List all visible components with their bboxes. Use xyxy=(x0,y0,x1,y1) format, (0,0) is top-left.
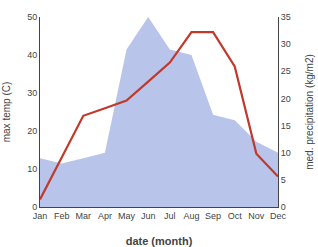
svg-text:30: 30 xyxy=(281,39,291,49)
svg-text:20: 20 xyxy=(27,126,37,136)
svg-text:Apr: Apr xyxy=(98,211,112,221)
svg-text:0: 0 xyxy=(281,202,286,212)
svg-text:Sep: Sep xyxy=(205,211,221,221)
svg-text:Aug: Aug xyxy=(183,211,199,221)
svg-text:max temp (C): max temp (C) xyxy=(1,82,12,143)
svg-text:25: 25 xyxy=(281,66,291,76)
svg-text:Jul: Jul xyxy=(164,211,176,221)
svg-text:May: May xyxy=(118,211,136,221)
svg-text:50: 50 xyxy=(27,12,37,22)
svg-text:0: 0 xyxy=(32,202,37,212)
svg-text:20: 20 xyxy=(281,94,291,104)
svg-text:40: 40 xyxy=(27,50,37,60)
svg-text:date (month): date (month) xyxy=(126,235,193,247)
svg-text:Dec: Dec xyxy=(270,211,287,221)
svg-text:Jun: Jun xyxy=(141,211,156,221)
svg-text:Nov: Nov xyxy=(248,211,265,221)
svg-text:35: 35 xyxy=(281,12,291,22)
svg-text:5: 5 xyxy=(281,175,286,185)
svg-text:30: 30 xyxy=(27,88,37,98)
svg-text:10: 10 xyxy=(281,148,291,158)
svg-text:10: 10 xyxy=(27,164,37,174)
svg-text:Jan: Jan xyxy=(33,211,48,221)
svg-text:Mar: Mar xyxy=(76,211,92,221)
svg-text:Feb: Feb xyxy=(54,211,70,221)
svg-text:med. precipitation (kg/m2): med. precipitation (kg/m2) xyxy=(304,54,315,170)
svg-text:Oct: Oct xyxy=(228,211,243,221)
svg-text:15: 15 xyxy=(281,121,291,131)
